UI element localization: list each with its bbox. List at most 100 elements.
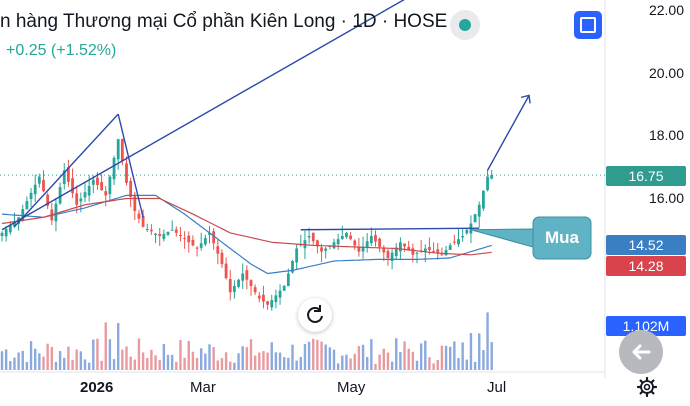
trendline xyxy=(13,113,119,228)
status-dot-icon[interactable] xyxy=(450,10,480,40)
volume-bar xyxy=(366,357,369,370)
y-tick-label: 20.00 xyxy=(648,64,684,81)
volume-bar xyxy=(58,351,62,370)
volume-bar xyxy=(63,357,66,370)
candle-body xyxy=(120,139,124,161)
candle-body xyxy=(170,229,174,231)
volume-bar xyxy=(411,351,415,370)
volume-bar xyxy=(216,360,219,370)
candle-body xyxy=(13,221,16,227)
volume-bar xyxy=(141,352,145,370)
volume-bar xyxy=(241,346,244,370)
candle-body xyxy=(133,196,137,211)
candle-body xyxy=(25,201,29,210)
volume-bar xyxy=(166,354,170,370)
callout-pointer xyxy=(470,228,534,248)
candle-body xyxy=(37,176,41,184)
volume-bar xyxy=(374,363,377,370)
fullscreen-icon[interactable] xyxy=(574,11,602,39)
candle-body xyxy=(0,232,4,236)
candle-body xyxy=(365,241,369,248)
x-tick-label: Jul xyxy=(487,379,507,396)
volume-bar xyxy=(187,341,190,370)
candle-body xyxy=(191,239,195,246)
volume-bar xyxy=(67,346,70,370)
candle-body xyxy=(129,181,133,197)
volume-bar xyxy=(54,362,58,370)
gear-icon[interactable] xyxy=(636,376,658,398)
candle-body xyxy=(316,240,319,247)
candle-body xyxy=(195,247,199,249)
volume-bar xyxy=(21,350,24,370)
volume-bar xyxy=(108,339,112,370)
candle-body xyxy=(33,184,37,195)
volume-bar xyxy=(34,348,37,370)
volume-bar xyxy=(146,357,149,370)
candle-body xyxy=(104,191,108,196)
candle-body xyxy=(386,250,390,258)
volume-bar xyxy=(195,357,199,370)
candle-body xyxy=(154,233,157,236)
volume-bar xyxy=(83,359,87,370)
candle-body xyxy=(100,181,103,191)
volume-bar xyxy=(270,342,273,370)
trendline xyxy=(300,227,480,231)
volume-bar xyxy=(415,360,419,370)
candle-body xyxy=(411,248,415,255)
volume-bar xyxy=(378,354,381,370)
volume-bar xyxy=(13,357,16,370)
volume-bar xyxy=(133,359,136,370)
candle-body xyxy=(286,273,290,287)
volume-bar xyxy=(266,352,269,370)
reset-button[interactable] xyxy=(298,298,332,332)
volume-bar xyxy=(229,361,232,370)
volume-bar xyxy=(154,355,157,370)
candle-body xyxy=(336,239,340,245)
candle-body xyxy=(162,233,166,240)
volume-bar xyxy=(349,358,352,370)
candle-body xyxy=(8,225,12,233)
candle-body xyxy=(345,232,348,238)
volume-bar xyxy=(490,342,493,370)
volume-bar xyxy=(345,354,348,370)
candle-body xyxy=(224,263,228,279)
candle-body xyxy=(46,194,50,206)
volume-bar xyxy=(386,352,390,370)
candle-body xyxy=(67,167,70,182)
candle-body xyxy=(54,203,58,222)
volume-bar xyxy=(328,347,332,370)
volume-bar xyxy=(224,352,228,370)
volume-bar xyxy=(9,360,12,370)
volume-bar xyxy=(353,353,356,370)
volume-bar xyxy=(121,349,124,370)
candle-body xyxy=(477,204,481,217)
candle-body xyxy=(361,246,365,252)
candle-body xyxy=(112,157,116,180)
volume-bar xyxy=(75,349,78,370)
volume-bar xyxy=(461,342,464,370)
volume-bar xyxy=(399,352,402,370)
volume-bar xyxy=(291,344,294,370)
candle-body xyxy=(253,287,257,293)
volume-bar xyxy=(4,349,8,370)
candle-body xyxy=(4,228,8,237)
candle-body xyxy=(116,139,120,160)
volume-bar xyxy=(312,338,315,370)
volume-bar xyxy=(370,339,373,370)
candle-body xyxy=(71,178,74,194)
callout-label: Mua xyxy=(545,228,580,247)
candle-body xyxy=(208,232,211,235)
y-tick-label: 22.00 xyxy=(648,2,684,18)
trend-arrowhead xyxy=(520,94,531,104)
volume-bar xyxy=(444,345,448,370)
candle-body xyxy=(233,286,236,293)
volume-bar xyxy=(482,350,485,370)
candle-body xyxy=(237,279,240,287)
candle-body xyxy=(440,254,444,256)
volume-bar xyxy=(96,338,99,370)
volume-bar xyxy=(262,351,265,370)
candle-body xyxy=(340,236,344,239)
back-button[interactable] xyxy=(619,330,663,374)
